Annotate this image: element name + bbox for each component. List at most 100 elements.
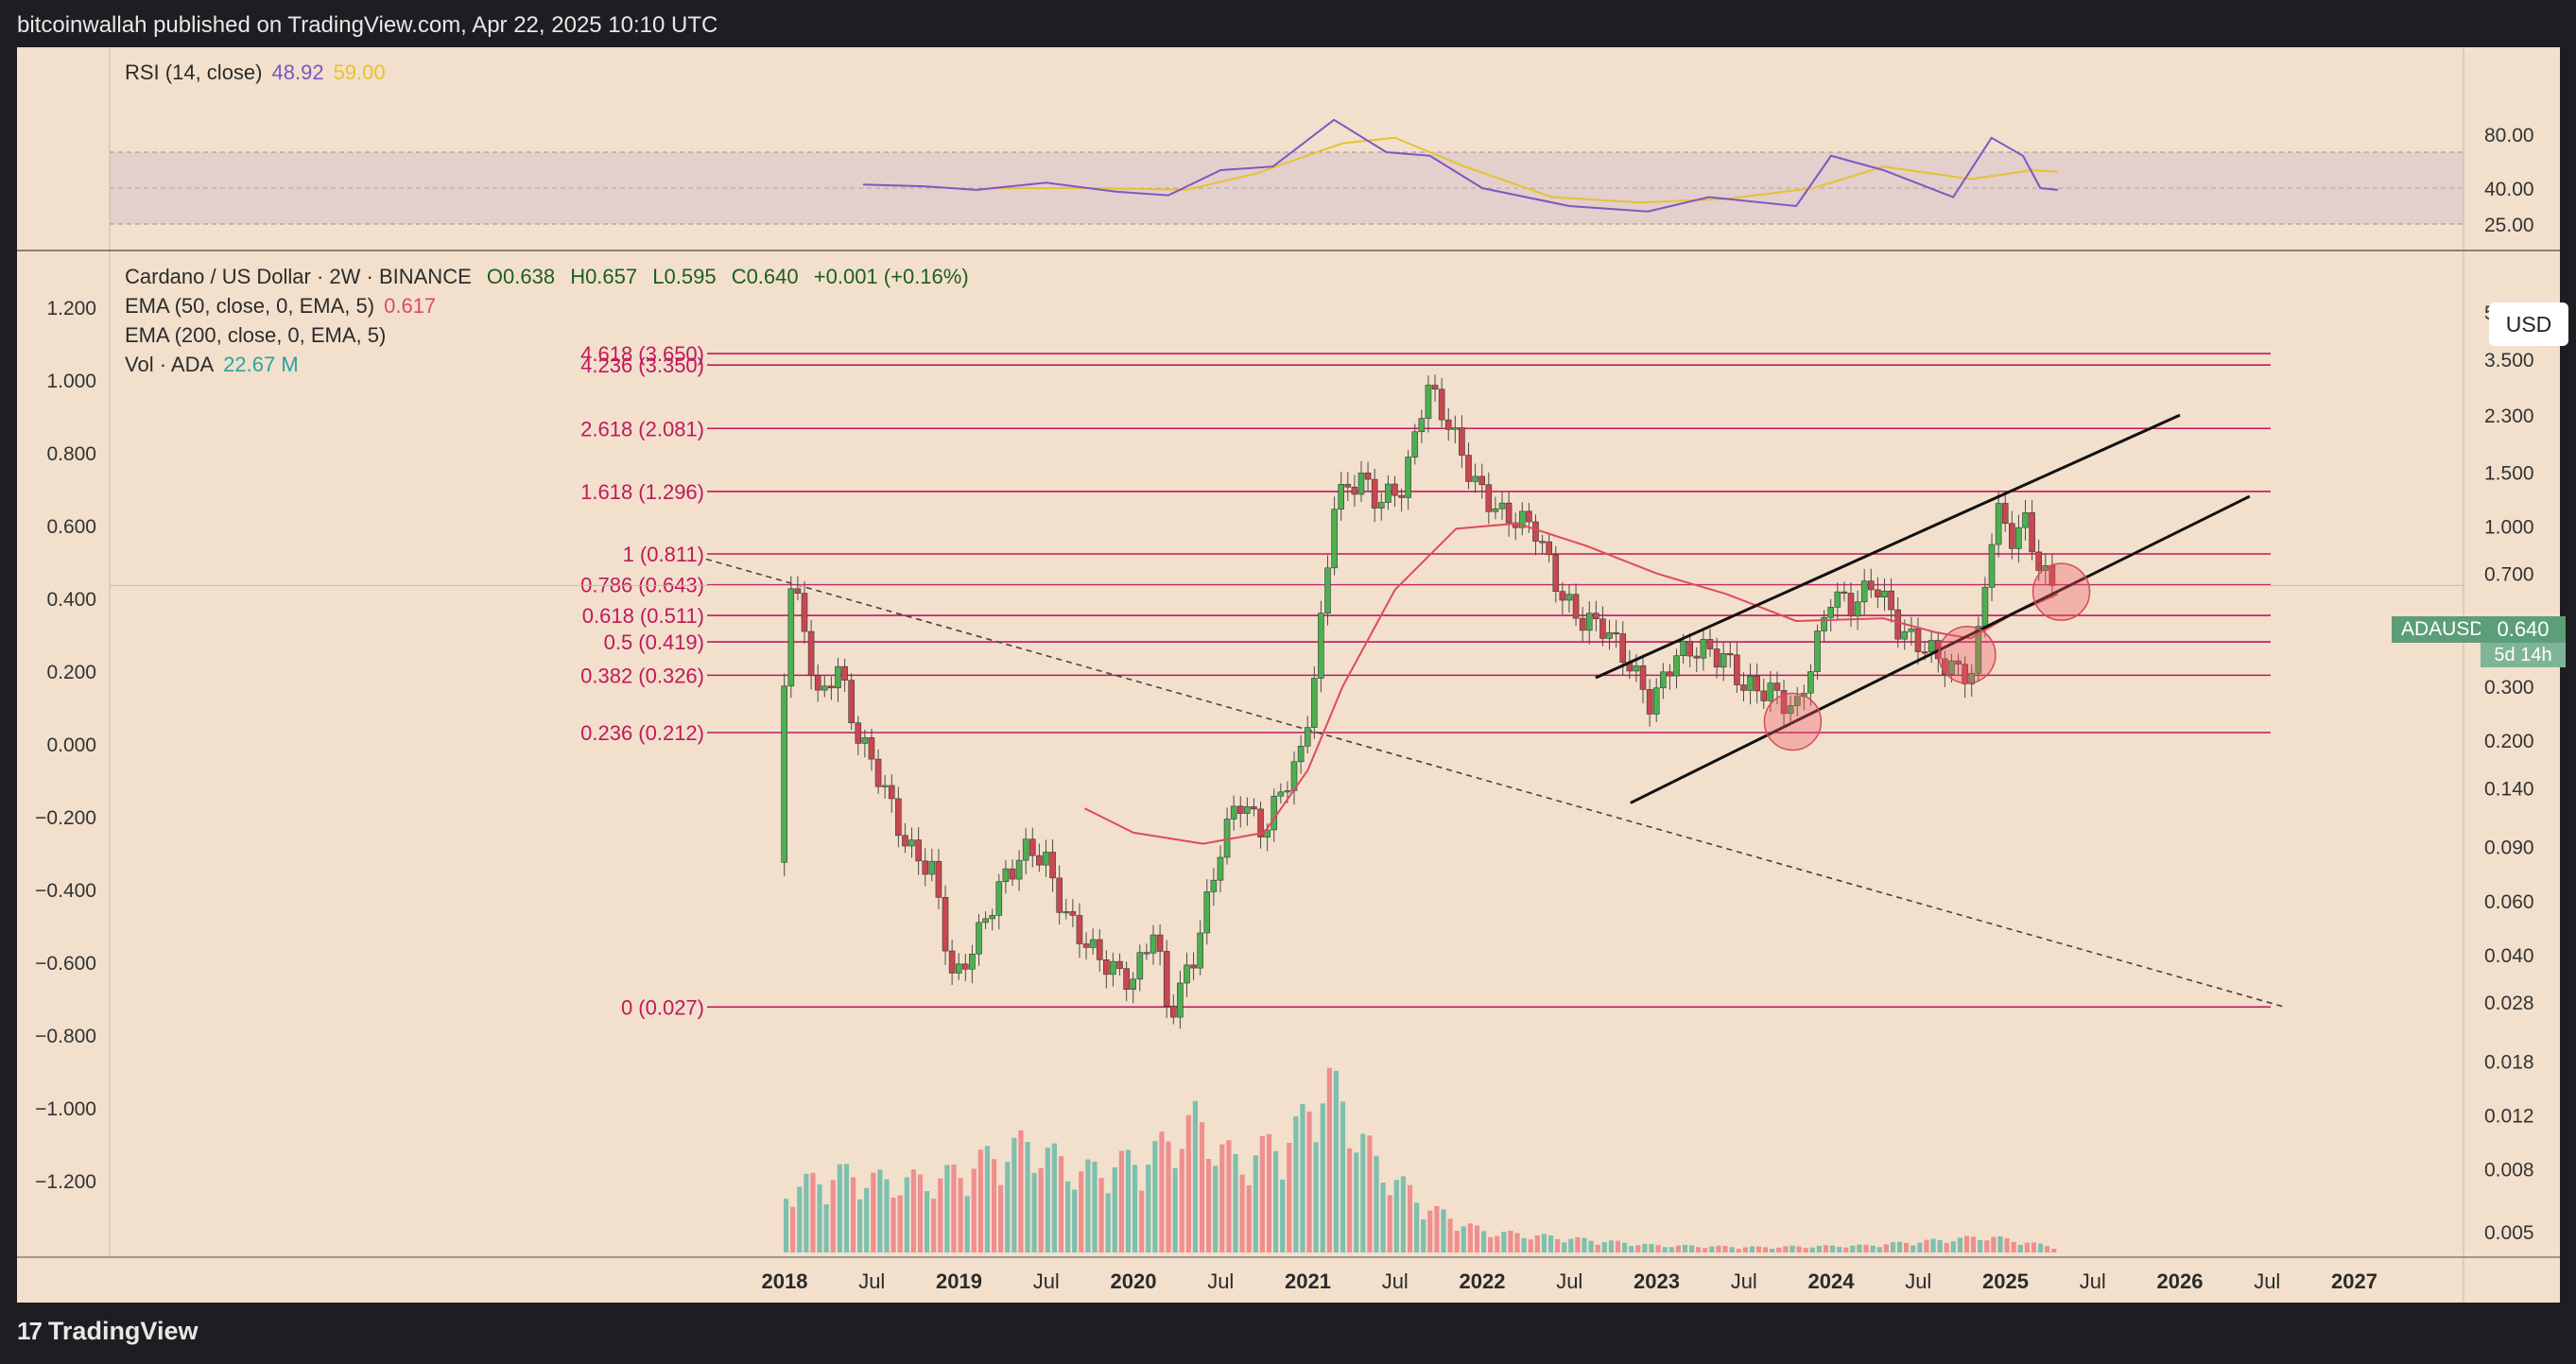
time-axis-tick: 2019	[936, 1269, 982, 1293]
volume-bar	[951, 1164, 957, 1252]
ema-line	[1083, 522, 2059, 845]
volume-bar	[1118, 1150, 1124, 1252]
volume-bar	[1601, 1242, 1607, 1252]
volume-bar	[1963, 1235, 1970, 1252]
left-axis-tick: −0.800	[35, 1026, 96, 1047]
volume-bar	[1400, 1176, 1407, 1252]
candle-body	[1505, 502, 1513, 524]
volume-bar	[1239, 1174, 1245, 1252]
candle-body	[1331, 509, 1338, 569]
volume-bar	[843, 1164, 850, 1252]
volume-bar	[1843, 1247, 1849, 1252]
volume-bar	[1662, 1247, 1668, 1252]
corner-left-box	[17, 1257, 110, 1303]
right-axis-tick: 1.000	[2484, 516, 2534, 538]
price-chart[interactable]: 80.00 40.00 25.00 1.200 1.000 0.800 0.600 0.400…	[17, 47, 2560, 1303]
candle-body	[787, 588, 795, 687]
rsi-tick-label: 25.00	[2484, 215, 2534, 236]
volume-bar	[1172, 1167, 1178, 1252]
volume-bar	[1233, 1153, 1238, 1252]
tradingview-mark-icon: 17	[17, 1317, 43, 1345]
chart-frame[interactable]: 80.00 40.00 25.00 1.200 1.000 0.800 0.600 0.400…	[17, 47, 2568, 1338]
volume-bar	[1374, 1155, 1379, 1252]
volume-bar	[1259, 1135, 1265, 1252]
candle-body	[1754, 675, 1760, 692]
volume-bar	[1682, 1244, 1688, 1252]
candle-body	[1995, 503, 2002, 545]
candle-body	[814, 675, 821, 691]
candle-body	[1734, 654, 1740, 685]
candle-body	[1123, 968, 1130, 991]
volume-bar	[991, 1159, 997, 1252]
candle-body	[1110, 960, 1116, 976]
time-axis-tick: Jul	[1207, 1269, 1234, 1293]
candle-body	[1498, 502, 1506, 509]
candle-body	[915, 839, 922, 862]
volume-bar	[1950, 1241, 1956, 1252]
candle-body	[1914, 628, 1922, 652]
volume-bar	[1079, 1171, 1084, 1252]
rsi-tick-label: 80.00	[2484, 125, 2534, 147]
symbol-price-tag: ADAUSD	[2392, 616, 2494, 643]
candle-body	[995, 881, 1003, 916]
candle-body	[1022, 838, 1029, 861]
right-axis-tick: 0.018	[2484, 1051, 2534, 1073]
volume-bar	[1434, 1205, 1440, 1252]
volume-bar	[1266, 1133, 1272, 1252]
time-axis-tick: 2026	[2157, 1269, 2204, 1293]
volume-bar	[884, 1179, 890, 1252]
right-axis-tick: 0.060	[2484, 891, 2534, 913]
candle-body	[1827, 607, 1835, 618]
volume-bar	[1313, 1142, 1319, 1252]
candle-body	[902, 835, 908, 847]
volume-bar	[1185, 1114, 1191, 1252]
right-axis-tick: 0.040	[2484, 945, 2534, 967]
candle-body	[1767, 682, 1774, 701]
volume-bar	[1796, 1246, 1802, 1252]
volume-bar	[783, 1199, 789, 1252]
volume-bar	[817, 1184, 822, 1252]
candle-body	[874, 758, 882, 787]
candle-body	[1318, 613, 1324, 679]
candle-body	[948, 950, 956, 974]
candle-body	[881, 785, 889, 787]
volume-bar	[1896, 1241, 1903, 1252]
volume-bar	[1192, 1100, 1199, 1252]
candle-body	[1096, 939, 1103, 960]
candle-body	[2029, 512, 2035, 553]
candle-body	[1049, 852, 1056, 879]
candle-body	[1398, 494, 1405, 498]
left-axis-tick: −0.600	[35, 953, 96, 975]
candle-body	[1230, 805, 1237, 820]
candle-body	[1585, 613, 1593, 631]
left-axis-tick: −1.200	[35, 1171, 96, 1193]
candle-body	[1780, 690, 1788, 715]
candle-body	[1103, 959, 1110, 976]
candle-body	[2009, 523, 2015, 549]
candle-body	[1660, 671, 1667, 689]
candle-body	[1901, 630, 1909, 640]
volume-bar	[1347, 1148, 1353, 1252]
volume-bar	[910, 1169, 916, 1252]
volume-bar	[1105, 1193, 1111, 1252]
volume-bar	[1608, 1240, 1614, 1252]
candle-body	[1700, 639, 1707, 659]
candle-body	[1351, 486, 1358, 495]
candle-body	[1518, 510, 1526, 528]
candle-body	[955, 963, 962, 974]
candle-body	[1821, 617, 1827, 631]
volume-bar	[823, 1204, 829, 1252]
candle-body	[1942, 658, 1948, 675]
time-axis-tick: 2025	[1982, 1269, 2029, 1293]
candle-body	[1526, 510, 1532, 523]
volume-bar	[1045, 1148, 1050, 1252]
volume-bar	[837, 1164, 842, 1252]
volume-legend: Vol · ADA 22.67 M	[125, 353, 299, 377]
tradingview-logo[interactable]: 17 TradingView	[17, 1317, 198, 1346]
currency-button[interactable]: USD	[2489, 302, 2568, 346]
candle-body	[1169, 1005, 1177, 1018]
volume-bar	[804, 1173, 809, 1252]
candle-body	[1867, 580, 1875, 591]
candle-body	[1271, 795, 1278, 831]
candle-body	[969, 953, 976, 970]
